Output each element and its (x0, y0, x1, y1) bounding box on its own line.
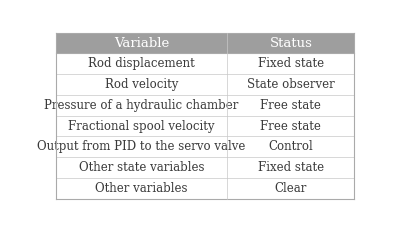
Text: Rod displacement: Rod displacement (88, 57, 195, 70)
Bar (56, 136, 354, 157)
Text: Fixed state: Fixed state (258, 57, 324, 70)
Bar (56, 157, 354, 178)
Bar (56, 95, 354, 116)
Text: Other state variables: Other state variables (79, 161, 204, 174)
Text: Clear: Clear (275, 182, 307, 195)
Bar (56, 116, 354, 136)
Text: Pressure of a hydraulic chamber: Pressure of a hydraulic chamber (44, 99, 239, 112)
Text: Status: Status (270, 37, 312, 50)
Text: Other variables: Other variables (95, 182, 188, 195)
Text: Rod velocity: Rod velocity (105, 78, 178, 91)
Bar (56, 54, 354, 74)
Bar (56, 33, 354, 54)
Text: Free state: Free state (260, 99, 321, 112)
Bar (56, 178, 354, 199)
Text: Control: Control (268, 140, 313, 153)
Text: Variable: Variable (114, 37, 169, 50)
Bar (56, 74, 354, 95)
Text: State observer: State observer (247, 78, 335, 91)
Text: Fixed state: Fixed state (258, 161, 324, 174)
Text: Output from PID to the servo valve: Output from PID to the servo valve (37, 140, 246, 153)
Text: Free state: Free state (260, 120, 321, 133)
Text: Fractional spool velocity: Fractional spool velocity (68, 120, 215, 133)
